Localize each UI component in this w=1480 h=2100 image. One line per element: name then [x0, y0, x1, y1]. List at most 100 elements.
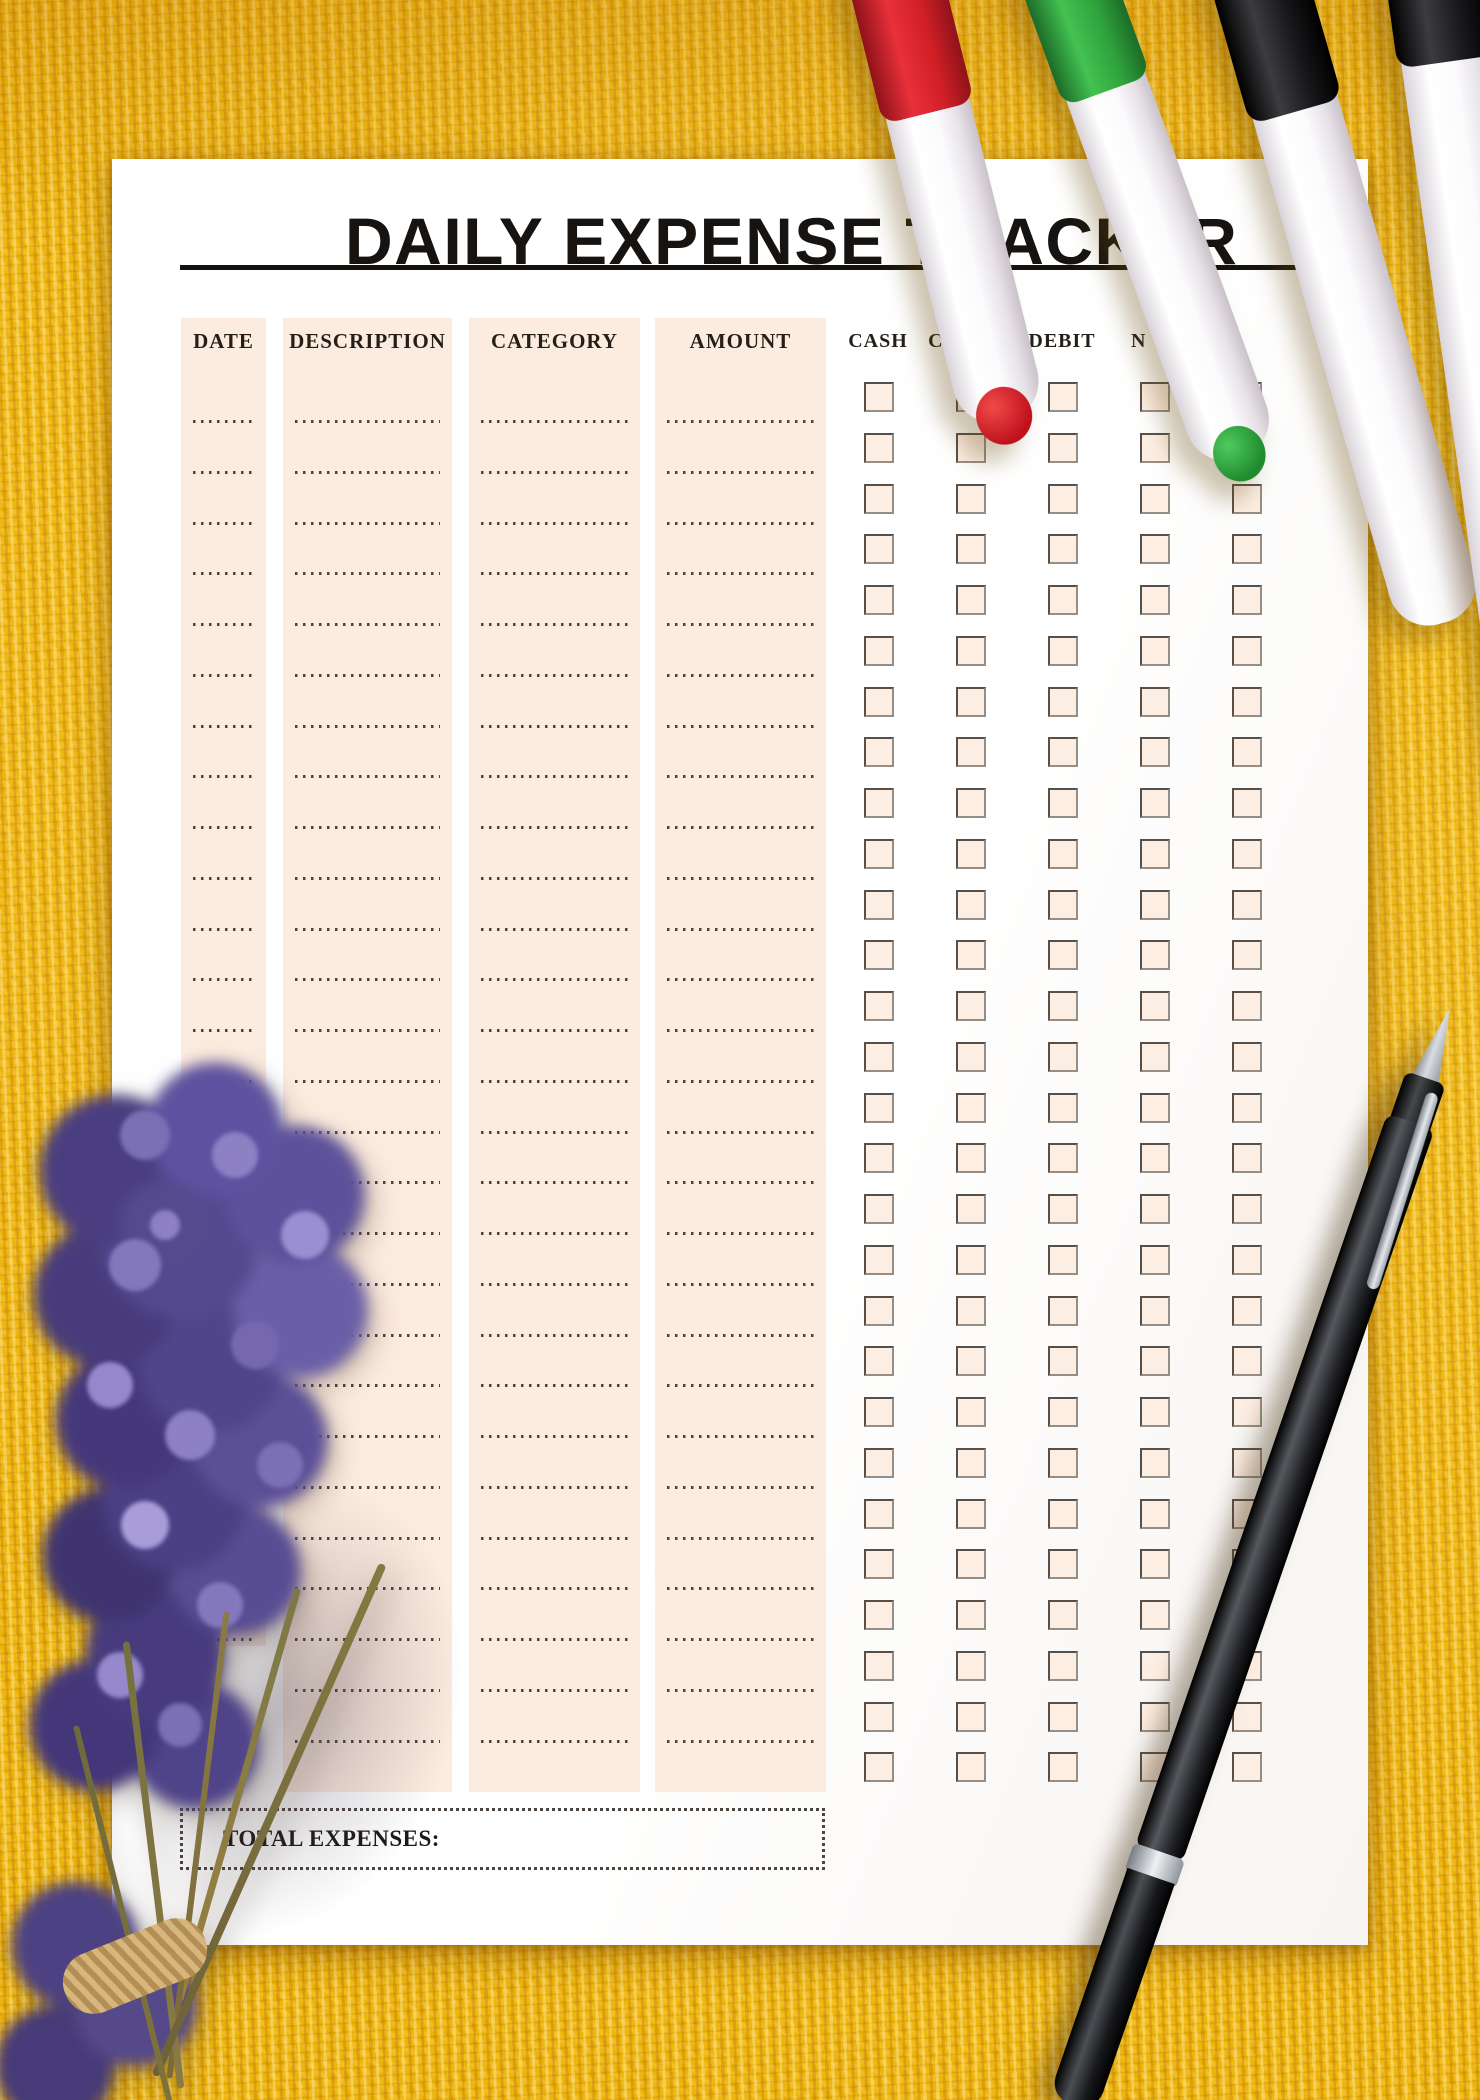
payment-checkbox[interactable]	[1232, 483, 1262, 514]
payment-checkbox[interactable]	[864, 432, 894, 463]
payment-checkbox[interactable]	[1140, 1397, 1170, 1427]
payment-checkbox[interactable]	[956, 991, 986, 1021]
write-line[interactable]	[481, 1029, 628, 1032]
write-line[interactable]	[667, 572, 814, 576]
write-line[interactable]	[193, 1587, 254, 1591]
write-line[interactable]	[481, 1688, 628, 1692]
payment-checkbox[interactable]	[1140, 1244, 1170, 1275]
payment-checkbox[interactable]	[956, 1346, 986, 1377]
payment-checkbox[interactable]	[956, 1447, 986, 1478]
payment-checkbox[interactable]	[956, 1752, 986, 1783]
payment-checkbox[interactable]	[1140, 483, 1170, 514]
write-line[interactable]	[193, 1029, 254, 1032]
write-line[interactable]	[481, 673, 628, 677]
write-line[interactable]	[295, 521, 440, 525]
payment-checkbox[interactable]	[1232, 940, 1262, 971]
write-line[interactable]	[481, 1536, 628, 1540]
payment-checkbox[interactable]	[1140, 940, 1170, 971]
write-line[interactable]	[481, 1587, 628, 1591]
payment-checkbox[interactable]	[1232, 1346, 1262, 1377]
write-line[interactable]	[667, 724, 814, 728]
payment-checkbox[interactable]	[1048, 1397, 1078, 1427]
write-line[interactable]	[193, 1232, 254, 1235]
payment-checkbox[interactable]	[1232, 686, 1262, 717]
payment-checkbox[interactable]	[864, 838, 894, 869]
write-line[interactable]	[295, 978, 440, 982]
write-line[interactable]	[295, 775, 440, 779]
write-line[interactable]	[295, 1181, 440, 1185]
write-line[interactable]	[295, 1079, 440, 1083]
payment-checkbox[interactable]	[956, 534, 986, 565]
write-line[interactable]	[193, 521, 254, 525]
payment-checkbox[interactable]	[956, 1092, 986, 1123]
payment-checkbox[interactable]	[1140, 889, 1170, 920]
write-line[interactable]	[295, 1282, 440, 1286]
payment-checkbox[interactable]	[956, 1397, 986, 1427]
payment-checkbox[interactable]	[956, 432, 986, 463]
payment-checkbox[interactable]	[864, 635, 894, 666]
payment-checkbox[interactable]	[1048, 1295, 1078, 1326]
write-line[interactable]	[193, 1333, 254, 1337]
payment-checkbox[interactable]	[1140, 737, 1170, 768]
write-line[interactable]	[481, 978, 628, 982]
payment-checkbox[interactable]	[1140, 788, 1170, 818]
payment-checkbox[interactable]	[1048, 1498, 1078, 1529]
payment-checkbox[interactable]	[956, 788, 986, 818]
write-line[interactable]	[481, 623, 628, 626]
payment-checkbox[interactable]	[864, 1701, 894, 1732]
payment-checkbox[interactable]	[1048, 991, 1078, 1021]
write-line[interactable]	[295, 623, 440, 626]
write-line[interactable]	[193, 1130, 254, 1134]
payment-checkbox[interactable]	[1232, 737, 1262, 768]
write-line[interactable]	[667, 1282, 814, 1286]
write-line[interactable]	[295, 420, 440, 423]
payment-checkbox[interactable]	[1048, 1143, 1078, 1174]
write-line[interactable]	[481, 1485, 628, 1489]
write-line[interactable]	[193, 470, 254, 474]
write-line[interactable]	[667, 521, 814, 525]
write-line[interactable]	[667, 1536, 814, 1540]
write-line[interactable]	[667, 1029, 814, 1032]
write-line[interactable]	[295, 470, 440, 474]
write-line[interactable]	[193, 724, 254, 728]
payment-checkbox[interactable]	[956, 1143, 986, 1174]
write-line[interactable]	[481, 1333, 628, 1337]
write-line[interactable]	[667, 927, 814, 931]
write-line[interactable]	[481, 927, 628, 931]
write-line[interactable]	[667, 420, 814, 423]
write-line[interactable]	[481, 420, 628, 423]
payment-checkbox[interactable]	[1048, 534, 1078, 565]
payment-checkbox[interactable]	[1048, 788, 1078, 818]
write-line[interactable]	[295, 1232, 440, 1235]
write-line[interactable]	[667, 1232, 814, 1235]
payment-checkbox[interactable]	[1048, 1549, 1078, 1580]
payment-checkbox[interactable]	[1232, 1397, 1262, 1427]
payment-checkbox[interactable]	[956, 940, 986, 971]
payment-checkbox[interactable]	[1232, 1447, 1262, 1478]
payment-checkbox[interactable]	[1140, 1092, 1170, 1123]
payment-checkbox[interactable]	[1140, 1498, 1170, 1529]
payment-checkbox[interactable]	[864, 483, 894, 514]
payment-checkbox[interactable]	[1048, 1447, 1078, 1478]
payment-checkbox[interactable]	[1140, 686, 1170, 717]
payment-checkbox[interactable]	[1048, 940, 1078, 971]
payment-checkbox[interactable]	[864, 1549, 894, 1580]
write-line[interactable]	[667, 1638, 814, 1641]
payment-checkbox[interactable]	[1048, 432, 1078, 463]
write-line[interactable]	[667, 470, 814, 474]
payment-checkbox[interactable]	[1140, 1650, 1170, 1681]
payment-checkbox[interactable]	[956, 686, 986, 717]
write-line[interactable]	[481, 521, 628, 525]
payment-checkbox[interactable]	[1048, 1041, 1078, 1072]
payment-checkbox[interactable]	[864, 1346, 894, 1377]
write-line[interactable]	[667, 826, 814, 829]
payment-checkbox[interactable]	[1048, 1752, 1078, 1783]
payment-checkbox[interactable]	[956, 737, 986, 768]
write-line[interactable]	[193, 826, 254, 829]
payment-checkbox[interactable]	[1048, 1346, 1078, 1377]
payment-checkbox[interactable]	[1048, 1092, 1078, 1123]
payment-checkbox[interactable]	[864, 1244, 894, 1275]
write-line[interactable]	[193, 420, 254, 423]
payment-checkbox[interactable]	[1140, 432, 1170, 463]
payment-checkbox[interactable]	[1048, 838, 1078, 869]
